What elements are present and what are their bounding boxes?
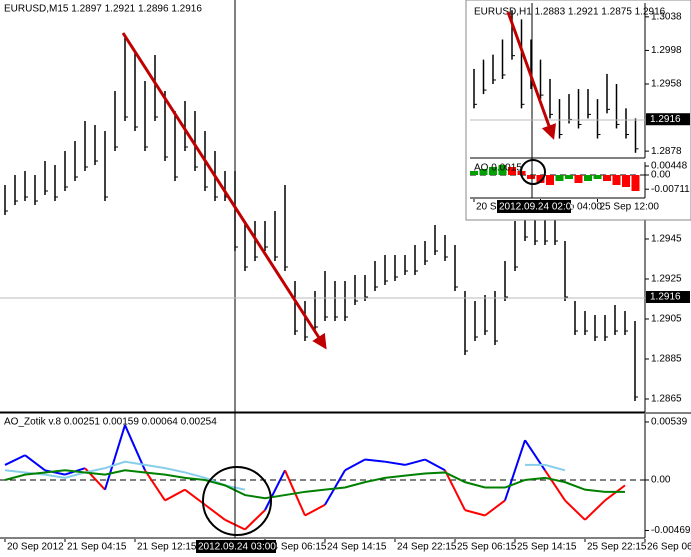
indicator-segment: [604, 484, 626, 502]
histogram-bar: [470, 171, 478, 175]
indicator-segment: [364, 458, 386, 463]
indicator-segment: [404, 458, 426, 466]
indicator-segment: [484, 499, 506, 517]
y-tick-label: 1.2865: [651, 394, 682, 405]
y-tick-label: 1.3038: [651, 11, 682, 22]
x-tick-label: 20 Sep 2012: [7, 542, 64, 553]
indicator-line: [4, 469, 625, 500]
indicator-segment: [124, 424, 146, 471]
histogram-bar: [536, 175, 545, 183]
pane-title: AO 0.0015: [474, 163, 522, 174]
y-tick-label: 1.2925: [651, 274, 682, 285]
price-label-bg: [646, 291, 690, 303]
histogram-bar: [489, 167, 497, 175]
x-tick-label: 21 Sep 12:15: [137, 542, 197, 553]
indicator-segment: [144, 469, 166, 501]
indicator-segment: [44, 469, 66, 476]
indicator-segment: [244, 509, 266, 531]
x-tick-label: 25 Sep 14:15: [517, 542, 577, 553]
circle: [520, 159, 546, 185]
cursor-label: 2012.09.24 02:00: [499, 202, 577, 213]
pane-title: AO_Zotik v.8 0.00251 0.00159 0.00064 0.0…: [4, 417, 217, 428]
inset-annotations: [470, 3, 645, 198]
indicator-segment: [464, 509, 486, 517]
y-tick-label: 1.2885: [651, 354, 682, 365]
indicator-segment: [264, 469, 286, 511]
arrow: [121, 32, 327, 350]
indicator-segment: [564, 499, 586, 521]
indicator-segment: [184, 488, 206, 506]
indicator-segment: [104, 424, 126, 490]
histogram-bar: [527, 175, 535, 179]
histogram-bar: [479, 169, 488, 175]
y-tick-label: 0.00539: [651, 417, 688, 428]
pane-title: EURUSD,H1 1.2883 1.2921 1.2875 1.2916: [474, 7, 666, 18]
y-tick-label: 1.2958: [651, 79, 682, 90]
x-tick-label: 20 Sep: [476, 202, 508, 213]
x-tick-label: 24 Sep 06:15: [267, 542, 327, 553]
histogram-bar: [612, 175, 621, 185]
histogram-bar: [508, 167, 516, 175]
indicator-segment: [4, 454, 26, 466]
indicator-segment: [504, 439, 526, 501]
cursor-label-bg: [196, 540, 276, 553]
x-tick-label: 25 Sep 12:00: [600, 202, 660, 213]
y-tick-label: 1.2878: [651, 146, 682, 157]
indicator-segment: [344, 458, 366, 472]
cursor-label-bg: [497, 200, 571, 213]
y-tick-label: 1.2945: [651, 234, 682, 245]
y-tick-label: -0.00469: [651, 525, 691, 536]
y-tick-label: -0.00711: [651, 184, 690, 195]
histogram-bar: [555, 175, 564, 181]
indicator-segment: [24, 454, 46, 472]
last-price: 1.2916: [650, 114, 681, 125]
inset-indicator-pane: -0.00711 0.000.00448 AO 0.0015: [470, 161, 690, 199]
histogram-bar: [622, 175, 630, 187]
x-tick-label: 25 Sep 22:15: [587, 542, 647, 553]
indicator-segment: [424, 458, 446, 472]
histogram-bar: [584, 175, 592, 181]
labels: 1.2916 2012.09.24 03:00 1.2916 2012.09.24 0…: [0, 113, 691, 553]
indicator-segment: [584, 499, 606, 521]
indicator-segment: [204, 503, 226, 521]
indicator-segment: [444, 469, 466, 511]
y-tick-label: 1.2905: [651, 314, 682, 325]
x-tick-label: 24 Sep 04:00: [543, 202, 603, 213]
histogram-bar: [574, 175, 583, 183]
histogram-bar: [565, 175, 573, 179]
histogram-bar: [546, 175, 554, 185]
x-tick-label: 25 Sep 06:15: [457, 542, 517, 553]
y-tick-label: 0.00: [651, 170, 671, 181]
price-label-bg: [646, 113, 690, 126]
last-price: 1.2916: [650, 292, 681, 303]
indicator-pane: -0.00469 0.00 0.00539 AO_Zotik v.8 0.00251 …: [0, 414, 691, 539]
y-tick-label: 1.2998: [651, 45, 682, 56]
indicator-segment: [544, 469, 566, 501]
circle: [202, 466, 272, 536]
indicator-segment: [324, 469, 346, 506]
y-tick-label: 0.00: [651, 475, 671, 486]
indicator-segment: [164, 488, 186, 502]
indicator-segment: [304, 503, 326, 517]
histogram-bar: [498, 165, 507, 175]
histogram-bar: [631, 175, 640, 191]
x-tick-label: 21 Sep 04:15: [67, 542, 127, 553]
indicator-segment: [384, 460, 406, 466]
inset-price-pane: 1.2878 1.2958 1.2998 1.3038 20 Sep 24 Sep 04:…: [470, 3, 682, 213]
histogram-bar: [603, 175, 611, 181]
arrow: [506, 11, 556, 140]
cursor-label: 2012.09.24 03:00: [198, 542, 276, 553]
x-tick-label: 24 Sep 14:15: [327, 542, 387, 553]
y-tick-label: 0.00448: [651, 161, 688, 172]
x-tick-label: 24 Sep 22:15: [397, 542, 457, 553]
histogram-bar: [593, 175, 602, 179]
main-annotations: [0, 0, 645, 538]
pane-title: EURUSD,M15 1.2897 1.2921 1.2896 1.2916: [4, 4, 202, 15]
indicator-line: [4, 460, 566, 491]
x-tick-label: 26 Sep 06:15: [647, 542, 691, 553]
